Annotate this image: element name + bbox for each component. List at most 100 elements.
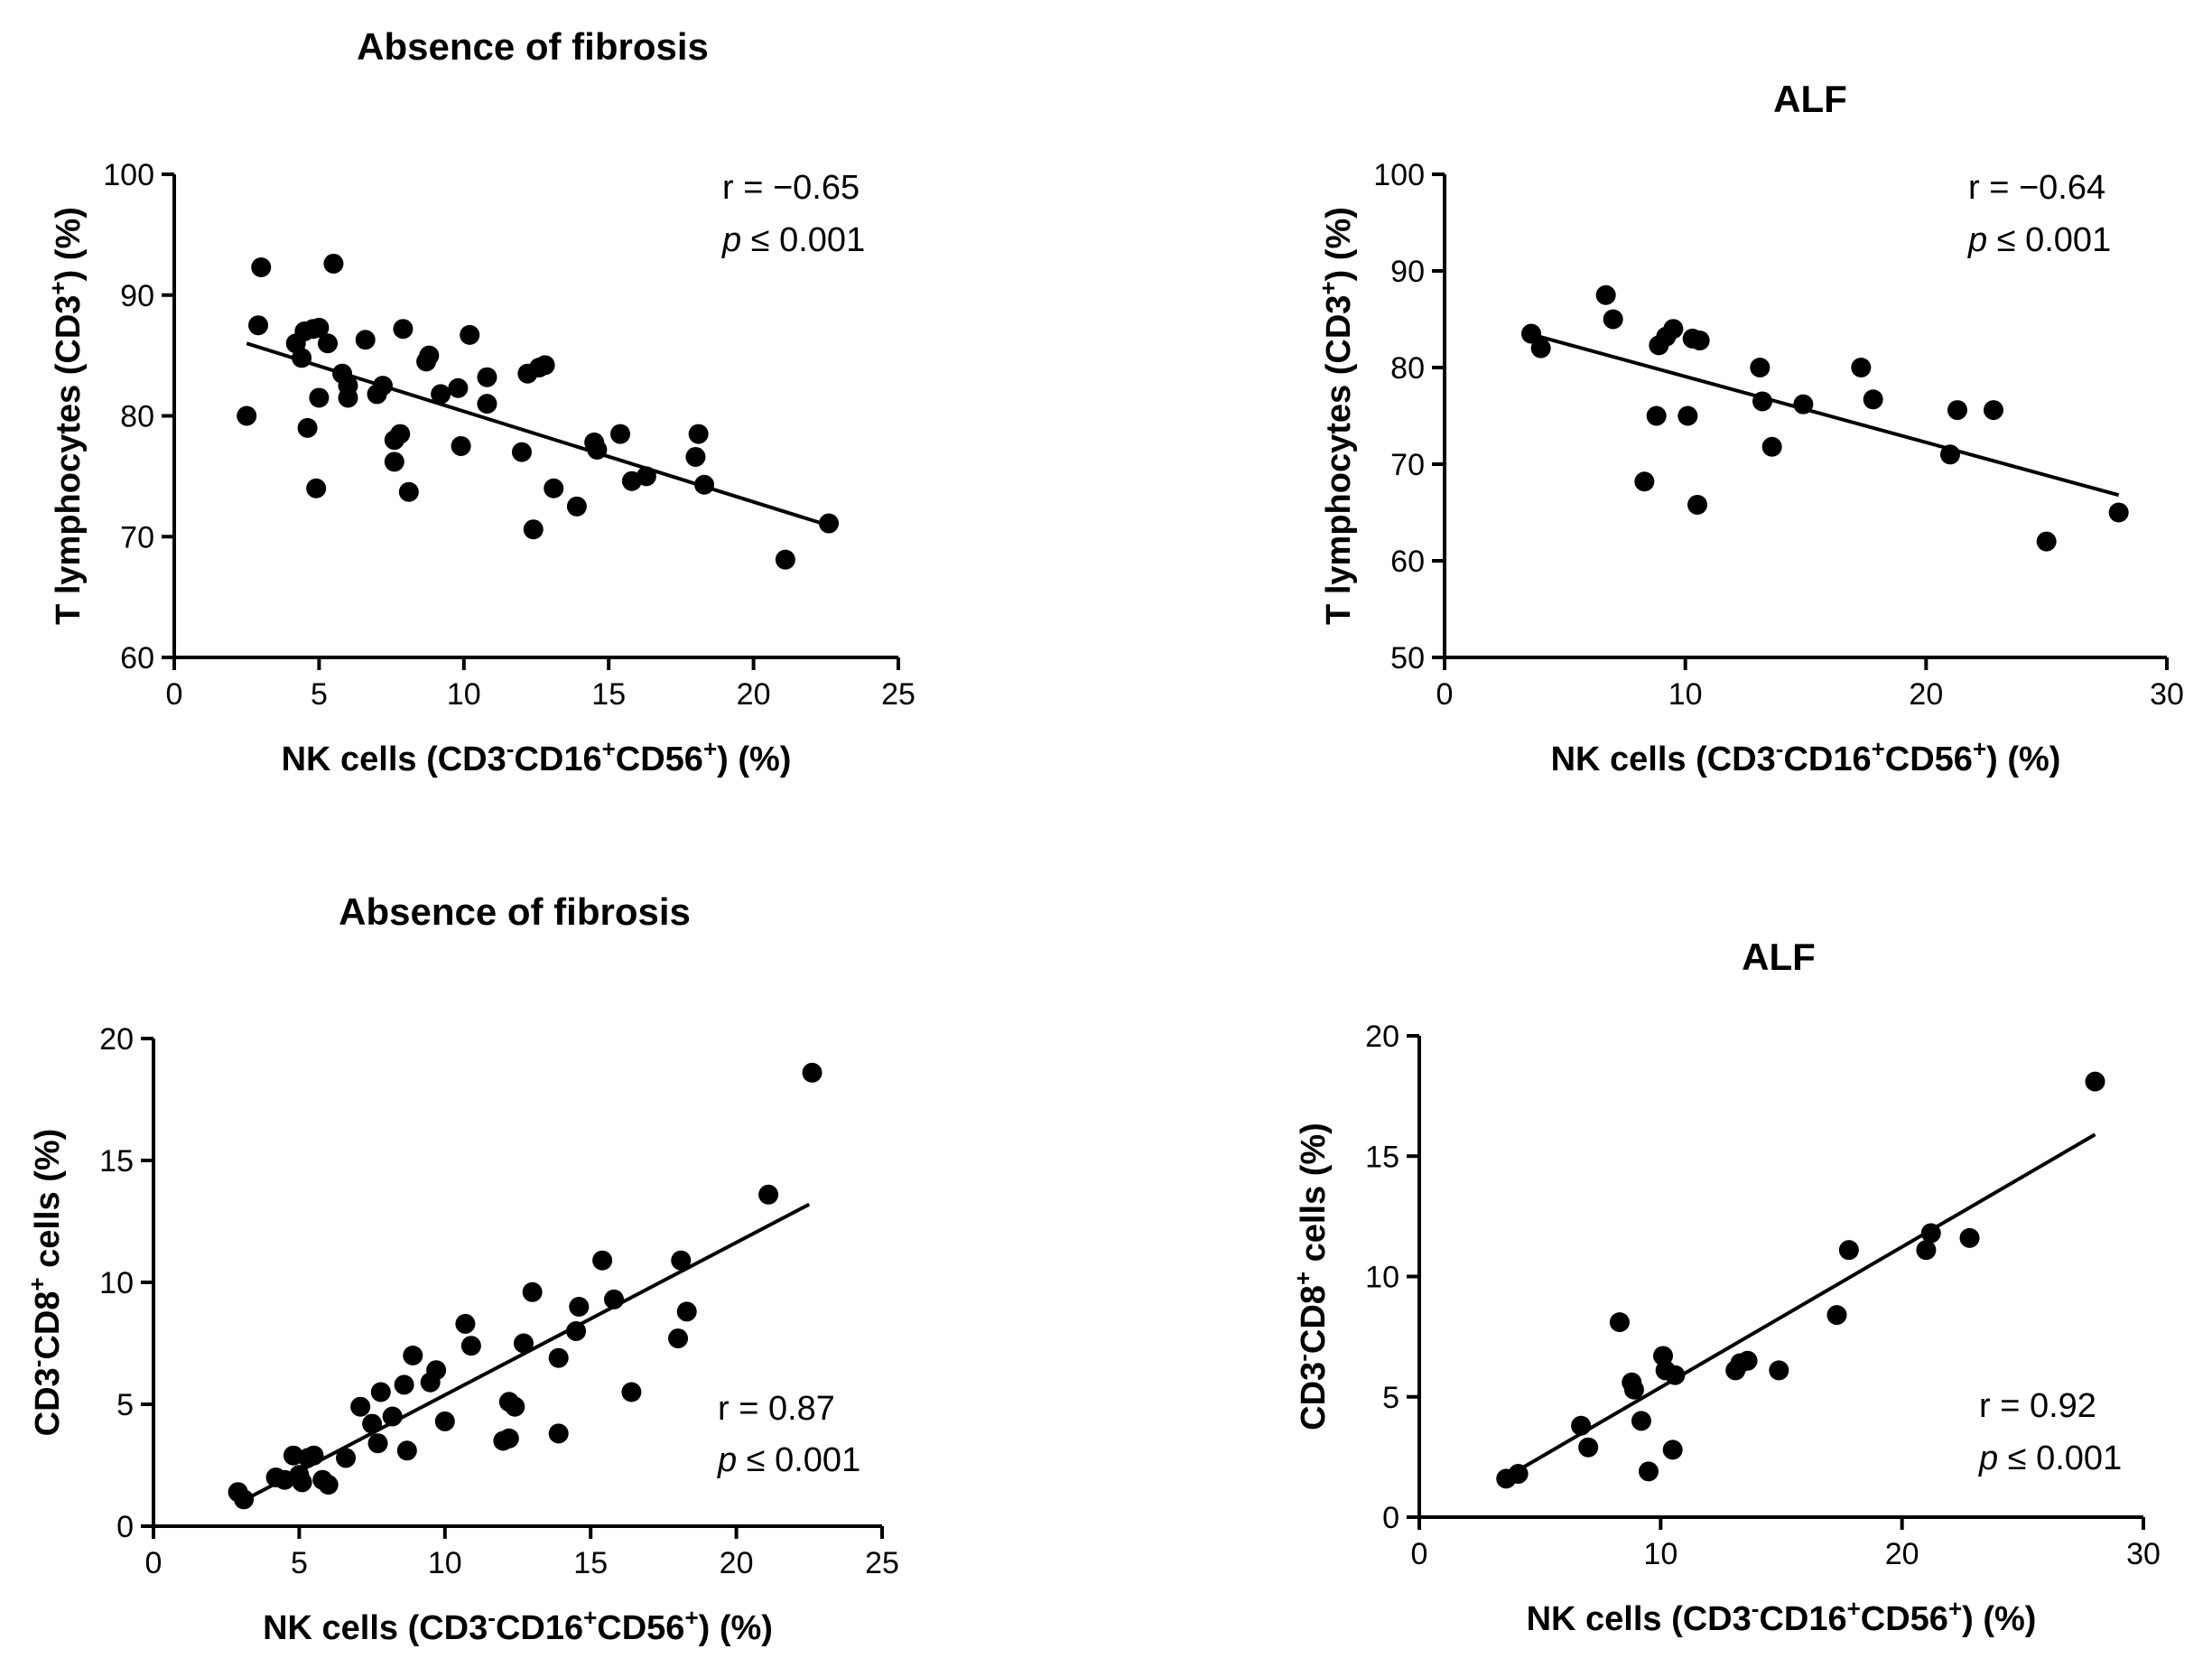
y-tick-label: 10 (1365, 1261, 1399, 1295)
data-point (292, 348, 312, 368)
scatter-panel-4: 0 5 10 15 20 0 10 20 30 ALF NK cells (CD3-CD16+CD5… (1289, 936, 2161, 1638)
data-point (283, 1445, 303, 1466)
p-value: p ≤ 0.001 (721, 221, 865, 259)
data-point (1530, 338, 1551, 359)
chart-title: ALF (1742, 936, 1816, 978)
data-point (1638, 1461, 1659, 1482)
data-point (455, 1313, 476, 1334)
data-point (523, 519, 544, 540)
data-point (676, 1301, 697, 1322)
data-point (403, 1346, 423, 1365)
data-point (2085, 1071, 2105, 1092)
data-point (477, 394, 497, 415)
x-tick-label: 25 (865, 1546, 899, 1580)
data-point (1687, 494, 1707, 515)
data-point (370, 1382, 391, 1402)
y-tick-label: 70 (120, 520, 154, 554)
y-tick-label: 90 (1390, 255, 1425, 289)
data-point (544, 478, 564, 498)
data-point (1609, 1312, 1630, 1333)
x-tick-label: 10 (1643, 1537, 1678, 1571)
data-point (309, 317, 330, 338)
data-point (1940, 444, 1960, 465)
y-tick-label: 15 (1365, 1140, 1399, 1174)
y-tick-label: 100 (103, 158, 154, 192)
data-point (318, 1475, 339, 1495)
data-point (248, 315, 269, 336)
x-axis-label: NK cells (CD3-CD16+CD56+) (%) (282, 735, 792, 778)
data-point (1984, 400, 2003, 421)
scatter-panel-2: 50 60 70 80 90 100 0 10 20 30 ALF NK cells (CD3-CD1… (1315, 78, 2184, 778)
data-point (251, 256, 272, 277)
data-point (569, 1297, 590, 1317)
y-tick-label: 90 (120, 279, 154, 313)
data-point (802, 1062, 823, 1083)
data-point (758, 1184, 779, 1205)
data-point (498, 1428, 519, 1449)
y-tick-label: 5 (116, 1388, 134, 1422)
x-tick-label: 15 (591, 677, 626, 712)
y-axis-label: CD3-CD8+ cells (%) (23, 1129, 67, 1437)
data-point (1663, 319, 1684, 340)
data-point (604, 1289, 625, 1309)
data-point (460, 324, 480, 345)
data-point (419, 345, 440, 366)
x-tick-label: 0 (1436, 677, 1454, 712)
y-tick-label: 0 (116, 1510, 134, 1544)
data-point (775, 549, 795, 570)
y-tick-label: 80 (1390, 351, 1425, 386)
y-tick-label: 50 (1390, 641, 1425, 675)
p-value: p ≤ 0.001 (1967, 221, 2111, 259)
data-point (587, 439, 608, 460)
y-axis-label: T lymphocytes (CD3+) (%) (44, 207, 88, 625)
data-point (1916, 1240, 1937, 1261)
y-tick-label: 20 (99, 1022, 134, 1057)
regression-line (1502, 1132, 2096, 1481)
y-tick-label: 5 (1382, 1381, 1399, 1415)
data-point (1959, 1227, 1980, 1248)
data-point (1826, 1305, 1847, 1326)
x-axis-label: NK cells (CD3-CD16+CD56+) (%) (1551, 735, 2061, 778)
scatter-panel-1: 60 70 80 90 100 0 5 10 15 20 25 Absence of fibrosis… (44, 25, 915, 778)
data-point (309, 387, 330, 408)
scatter-panel-3: 0 5 10 15 20 0 5 10 15 20 25 Absence of fibrosis NK … (23, 890, 899, 1647)
data-point (431, 384, 451, 405)
y-tick-label: 60 (120, 641, 154, 675)
data-point (1631, 1411, 1651, 1431)
x-tick-label: 0 (145, 1546, 163, 1580)
data-point (336, 1448, 357, 1468)
data-point (1508, 1464, 1529, 1485)
data-point (505, 1396, 525, 1417)
data-point (394, 1374, 414, 1395)
data-point (1689, 331, 1710, 351)
data-point (367, 1433, 388, 1454)
data-point (350, 1396, 371, 1417)
y-tick-label: 0 (1382, 1501, 1399, 1535)
data-point (338, 376, 358, 396)
data-point (362, 1413, 383, 1434)
data-point (234, 1489, 255, 1510)
data-point (1851, 358, 1872, 377)
data-point (1623, 1379, 1644, 1400)
chart-title: ALF (1773, 78, 1847, 120)
chart-title: Absence of fibrosis (357, 25, 709, 68)
data-point (688, 424, 709, 444)
y-tick-label: 15 (99, 1144, 134, 1179)
data-point (592, 1250, 613, 1271)
data-point (1603, 309, 1623, 330)
data-point (384, 452, 404, 472)
x-tick-label: 20 (720, 1546, 754, 1580)
p-value: p ≤ 0.001 (1978, 1439, 2122, 1477)
x-tick-label: 5 (291, 1546, 308, 1580)
data-point (1737, 1350, 1758, 1371)
data-point (323, 253, 344, 274)
data-point (460, 1336, 481, 1356)
x-tick-label: 0 (1411, 1537, 1428, 1571)
y-axis-label: T lymphocytes (CD3+) (%) (1315, 207, 1358, 625)
data-point (355, 330, 376, 350)
data-point (1863, 389, 1883, 410)
data-point (671, 1250, 692, 1271)
x-tick-label: 30 (2126, 1537, 2161, 1571)
data-point (694, 474, 715, 495)
x-tick-label: 15 (573, 1546, 608, 1580)
